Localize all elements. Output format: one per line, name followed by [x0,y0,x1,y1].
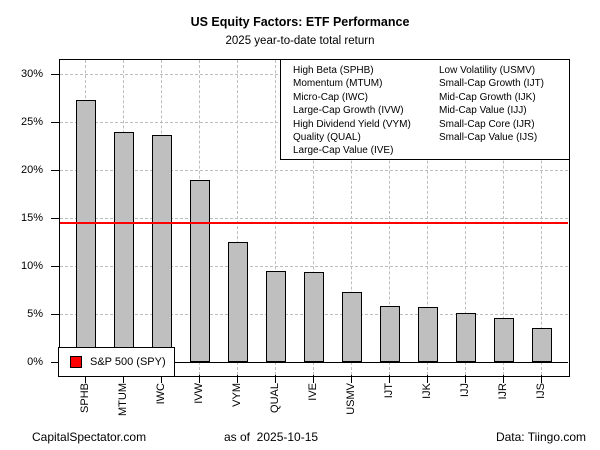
x-gridline-IVE [313,60,314,375]
x-axis-tick-IJJ [464,375,467,383]
bar-IJS [531,328,552,362]
bar-IJK [417,307,438,362]
x-axis-tick-IJK [426,375,429,383]
x-axis-tick-SPHB [84,375,87,383]
etf-legend-item: Mid-Cap Value (IJJ) [439,105,527,117]
footer-as-of-date: as of 2025-10-15 [224,430,319,444]
x-axis-label-USMV: USMV [344,383,357,415]
spy-legend-swatch [70,356,82,368]
etf-legend-item: High Beta (SPHB) [293,65,374,76]
y-axis-label-5: 5% [27,307,43,320]
chart-subtitle: 2025 year-to-date total return [225,35,375,47]
y-gridline-10 [60,266,568,267]
bar-IJJ [455,313,476,362]
x-gridline-IJJ [465,60,466,375]
x-gridline-IJK [427,60,428,375]
etf-legend-left-column: High Beta (SPHB) Momentum (MTUM) Micro-Cap… [293,64,439,159]
x-axis-tick-IVW [198,375,201,383]
sp500-reference-line [60,221,568,224]
y-axis-label-0: 0% [27,355,43,368]
y-axis-tick-15 [51,217,60,219]
spy-legend-label: S&P 500 (SPY) [90,356,166,368]
x-gridline-VYM [237,60,238,375]
y-axis-label-20: 20% [20,163,43,176]
etf-legend-item: Momentum (MTUM) [293,78,383,90]
x-gridline-QUAL [275,60,276,375]
y-axis-label-10: 10% [20,259,43,272]
x-gridline-IJS [541,60,542,375]
x-axis-tick-VYM [236,375,239,383]
etf-legend-box: High Beta (SPHB) Momentum (MTUM) Micro-Cap… [280,59,570,160]
x-axis-label-IJT: IJT [382,383,395,399]
y-axis-tick-5 [51,313,60,315]
x-axis-label-IJJ: IJJ [458,383,471,398]
x-axis-tick-MTUM [122,375,125,383]
y-axis-label-30: 30% [20,67,43,80]
etf-legend-item: Small-Cap Growth (IJT) [439,78,545,90]
y-axis-tick-25 [51,121,60,123]
x-gridline-IJR [503,60,504,375]
x-axis-tick-IJT [388,375,391,383]
y-axis-tick-30 [51,73,60,75]
x-gridline-IJT [389,60,390,375]
bar-IJR [493,317,514,362]
etf-legend-item: Large-Cap Value (IVE) [293,145,394,157]
x-axis-tick-QUAL [274,375,277,383]
y-gridline-20 [60,170,568,171]
bar-IWC [151,135,172,362]
bar-VYM [227,242,248,362]
etf-legend-right-column: Low Volatility (USMV) Small-Cap Growth (I… [439,64,544,159]
spy-legend-box: S&P 500 (SPY) [58,347,175,377]
footer-source-left: CapitalSpectator.com [32,430,147,444]
etf-legend-item: Micro-Cap (IWC) [293,91,368,103]
bar-MTUM [113,131,134,362]
bar-IVW [189,179,210,362]
etf-legend-item: Large-Cap Growth (IVW) [293,105,404,117]
x-axis-label-IWC: IWC [154,383,167,405]
x-axis-label-IVW: IVW [192,383,205,404]
footer-data-source: Data: Tiingo.com [495,430,586,444]
x-axis-tick-IWC [160,375,163,383]
bar-QUAL [265,270,286,362]
y-gridline-15 [60,218,568,219]
y-axis-tick-0 [51,361,60,363]
bar-IVE [303,271,324,362]
y-axis-tick-10 [51,265,60,267]
x-axis-tick-IJR [502,375,505,383]
etf-legend-item: Mid-Cap Growth (IJK) [439,91,536,103]
etf-legend-item: High Dividend Yield (VYM) [293,118,411,130]
y-axis-label-15: 15% [20,211,43,224]
etf-legend-item: Small-Cap Core (IJR) [439,118,535,130]
x-axis-label-IJK: IJK [420,383,433,399]
y-axis-label-25: 25% [20,115,43,128]
y-axis-tick-20 [51,169,60,171]
bar-IJT [379,306,400,362]
etf-legend-item: Quality (QUAL) [293,132,361,144]
etf-legend-item: Low Volatility (USMV) [439,65,536,76]
x-gridline-USMV [351,60,352,375]
x-axis-tick-IVE [312,375,315,383]
x-axis-tick-USMV [350,375,353,383]
zero-axis-line [60,361,568,363]
x-axis-tick-IJS [540,375,543,383]
chart-title: US Equity Factors: ETF Performance [190,15,410,29]
bar-SPHB [75,99,96,362]
etf-legend-item: Small-Cap Value (IJS) [439,132,538,144]
bar-USMV [341,291,362,362]
